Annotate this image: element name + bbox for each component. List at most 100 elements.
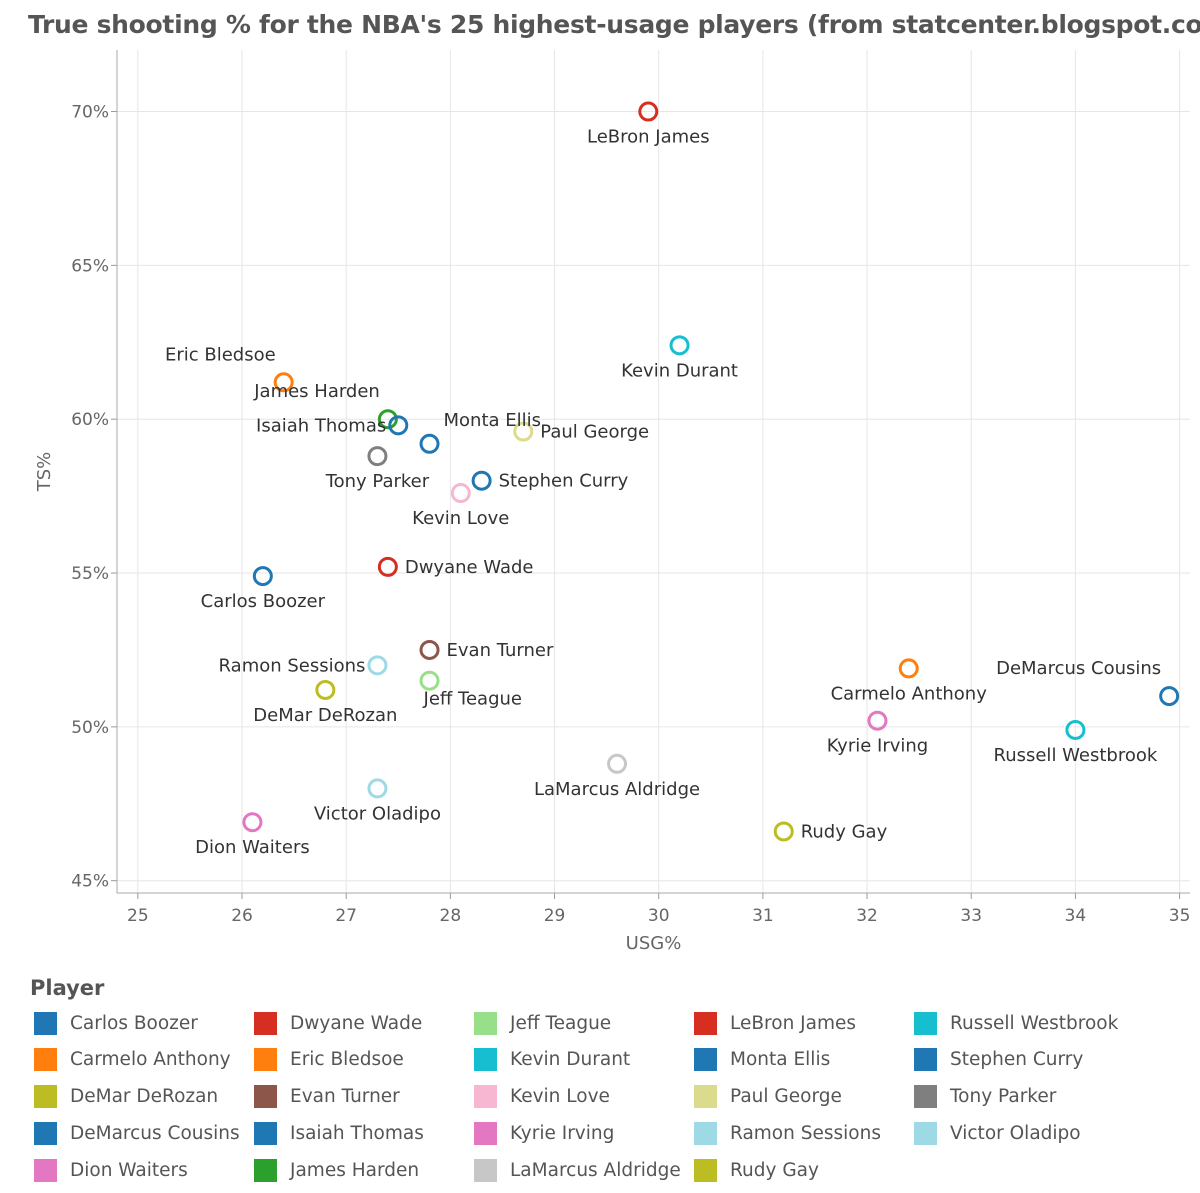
point-labels: LeBron James Kevin Durant Eric Bledsoe Jame… bbox=[165, 127, 1161, 859]
legend-label: Stephen Curry bbox=[950, 1049, 1084, 1071]
legend-swatch bbox=[34, 1011, 57, 1035]
legend-item: Paul George bbox=[694, 1082, 842, 1112]
point-rudy-gay bbox=[773, 821, 794, 842]
y-tick-label: 70% bbox=[71, 103, 109, 123]
x-axis-label: USG% bbox=[626, 933, 682, 954]
chart-title: True shooting % for the NBA's 25 highest… bbox=[28, 10, 1200, 39]
legend-label: Monta Ellis bbox=[730, 1049, 831, 1071]
legend-item: Ramon Sessions bbox=[694, 1118, 881, 1148]
legend-label: Dwyane Wade bbox=[290, 1012, 423, 1034]
legend-swatch bbox=[914, 1085, 937, 1109]
legend-label: DeMar DeRozan bbox=[70, 1086, 219, 1108]
legend-label: LaMarcus Aldridge bbox=[510, 1159, 681, 1181]
point-label: Russell Westbrook bbox=[994, 745, 1158, 766]
point-jeff-teague bbox=[419, 670, 440, 691]
legend-item: Evan Turner bbox=[254, 1082, 400, 1112]
point-lamarcus-aldridge bbox=[607, 753, 628, 774]
legend-item: Isaiah Thomas bbox=[254, 1118, 424, 1148]
legend-label: Ramon Sessions bbox=[730, 1122, 881, 1144]
legend-swatch bbox=[34, 1048, 57, 1072]
axes: 25 26 27 28 29 30 31 32 33 34 35 45% 50% 55% 60% 65% 70% bbox=[71, 50, 1190, 926]
point-label: Rudy Gay bbox=[801, 821, 888, 842]
y-tick-label: 55% bbox=[71, 564, 109, 584]
legend-item: LaMarcus Aldridge bbox=[474, 1155, 681, 1185]
legend-swatch bbox=[254, 1121, 277, 1145]
scatter-plot: 25 26 27 28 29 30 31 32 33 34 35 45% 50% 55% 60% 65% 70%… bbox=[34, 50, 1190, 954]
legend-swatch bbox=[694, 1085, 717, 1109]
point-label: DeMar DeRozan bbox=[253, 705, 397, 726]
legend-item: Dwyane Wade bbox=[254, 1008, 422, 1038]
data-points bbox=[242, 101, 1180, 842]
point-russell-westbrook bbox=[1065, 719, 1086, 740]
legend-swatch bbox=[474, 1048, 497, 1072]
x-tick-label: 35 bbox=[1169, 906, 1191, 926]
legend-label: LeBron James bbox=[730, 1012, 857, 1034]
point-label: Stephen Curry bbox=[499, 471, 629, 492]
legend-label: Paul George bbox=[730, 1086, 842, 1108]
legend-swatch bbox=[34, 1158, 57, 1182]
legend-item: DeMar DeRozan bbox=[34, 1082, 218, 1112]
legend-label: Russell Westbrook bbox=[950, 1012, 1119, 1034]
point-paul-george bbox=[513, 421, 534, 442]
legend-swatch bbox=[694, 1048, 717, 1072]
legend-label: Isaiah Thomas bbox=[290, 1122, 424, 1144]
legend-swatch bbox=[914, 1121, 937, 1145]
legend-swatch bbox=[254, 1048, 277, 1072]
point-isaiah-thomas bbox=[388, 415, 409, 436]
point-label: Kevin Durant bbox=[621, 360, 738, 381]
point-label: Jeff Teague bbox=[423, 689, 522, 710]
legend-item: Kyrie Irving bbox=[474, 1118, 614, 1148]
legend-item: Eric Bledsoe bbox=[254, 1045, 404, 1075]
point-label: Victor Oladipo bbox=[314, 803, 441, 824]
point-eric-bledsoe bbox=[273, 372, 294, 393]
x-tick-label: 25 bbox=[127, 906, 149, 926]
y-tick-label: 65% bbox=[71, 256, 109, 276]
point-label: Ramon Sessions bbox=[219, 655, 366, 676]
legend-label: Victor Oladipo bbox=[950, 1122, 1081, 1144]
legend-label: Tony Parker bbox=[950, 1086, 1057, 1108]
legend-swatch bbox=[694, 1158, 717, 1182]
legend: Carlos Boozer Carmelo Anthony DeMar DeRoza… bbox=[34, 1010, 1194, 1190]
point-label: James Harden bbox=[253, 381, 380, 402]
legend-label: Kyrie Irving bbox=[510, 1122, 615, 1144]
legend-label: Kevin Durant bbox=[510, 1049, 631, 1071]
point-label: Evan Turner bbox=[447, 640, 554, 661]
y-tick-label: 50% bbox=[71, 718, 109, 738]
legend-label: Carlos Boozer bbox=[70, 1012, 198, 1034]
point-label: Carlos Boozer bbox=[201, 591, 326, 612]
point-label: DeMarcus Cousins bbox=[996, 658, 1161, 679]
point-stephen-curry bbox=[471, 470, 492, 491]
point-ramon-sessions bbox=[367, 655, 388, 676]
legend-swatch bbox=[694, 1121, 717, 1145]
point-james-harden bbox=[377, 409, 398, 430]
legend-item: James Harden bbox=[254, 1155, 419, 1185]
legend-item: Tony Parker bbox=[914, 1082, 1056, 1112]
legend-swatch bbox=[914, 1048, 937, 1072]
grid bbox=[117, 50, 1190, 893]
legend-item: Carmelo Anthony bbox=[34, 1045, 231, 1075]
point-label: Isaiah Thomas bbox=[256, 415, 386, 436]
legend-swatch bbox=[34, 1085, 57, 1109]
x-tick-label: 29 bbox=[544, 906, 566, 926]
point-victor-oladipo bbox=[367, 778, 388, 799]
legend-swatch bbox=[694, 1011, 717, 1035]
point-kyrie-irving bbox=[867, 710, 888, 731]
legend-swatch bbox=[914, 1011, 937, 1035]
point-monta-ellis bbox=[419, 433, 440, 454]
point-label: LeBron James bbox=[587, 127, 710, 148]
legend-swatch bbox=[474, 1121, 497, 1145]
point-kevin-love bbox=[450, 483, 471, 504]
legend-item: Rudy Gay bbox=[694, 1155, 819, 1185]
legend-item: LeBron James bbox=[694, 1008, 856, 1038]
point-carlos-boozer bbox=[252, 566, 273, 587]
point-tony-parker bbox=[367, 446, 388, 467]
legend-item: Kevin Love bbox=[474, 1082, 610, 1112]
legend-item: Monta Ellis bbox=[694, 1045, 830, 1075]
point-label: Tony Parker bbox=[325, 471, 430, 492]
legend-swatch bbox=[474, 1158, 497, 1182]
legend-item: Victor Oladipo bbox=[914, 1118, 1081, 1148]
y-axis-label: TS% bbox=[34, 452, 55, 493]
x-tick-label: 27 bbox=[335, 906, 357, 926]
legend-swatch bbox=[34, 1121, 57, 1145]
x-tick-label: 32 bbox=[856, 906, 878, 926]
